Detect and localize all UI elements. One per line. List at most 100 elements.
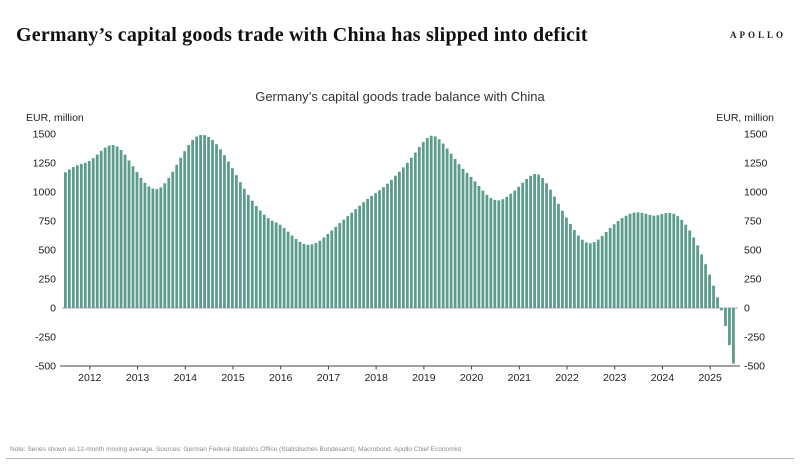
y-tick-label: 1000: [744, 187, 768, 199]
bar: [394, 175, 397, 308]
bar: [151, 188, 155, 308]
bar: [477, 185, 481, 308]
bar: [374, 193, 377, 308]
bar: [696, 245, 700, 308]
bar: [632, 212, 636, 308]
x-tick-label: 2016: [269, 372, 293, 384]
bar: [298, 241, 302, 308]
bar: [111, 145, 115, 308]
bar: [672, 213, 676, 308]
bar: [127, 160, 131, 308]
bar: [326, 233, 330, 308]
bar: [135, 172, 139, 308]
bar: [417, 146, 421, 308]
y-tick-label: -500: [744, 361, 765, 373]
x-tick-label: 2023: [603, 372, 627, 384]
bar: [732, 308, 735, 364]
bar: [580, 239, 584, 308]
x-tick-label: 2018: [364, 372, 388, 384]
bar: [231, 168, 234, 308]
bar: [159, 187, 163, 308]
bar: [441, 143, 445, 308]
bar: [334, 226, 338, 308]
bar: [103, 147, 107, 308]
bar: [616, 221, 620, 308]
bar: [529, 175, 533, 308]
bar: [413, 152, 417, 308]
bar: [346, 216, 350, 308]
x-tick-label: 2017: [317, 372, 341, 384]
bar: [561, 210, 564, 308]
bar: [290, 235, 294, 308]
x-tick-label: 2019: [412, 372, 436, 384]
bar: [493, 199, 497, 308]
bar: [592, 242, 596, 308]
bar: [676, 216, 680, 308]
bar: [147, 186, 151, 308]
bar: [720, 308, 723, 311]
bar: [652, 215, 656, 308]
bar: [433, 136, 437, 308]
y-tick-label: -500: [35, 361, 56, 373]
y-tick-label: 500: [38, 245, 56, 257]
bar: [354, 209, 358, 308]
bar: [223, 155, 226, 308]
bar: [274, 222, 278, 308]
bar: [541, 178, 544, 308]
bar: [521, 182, 525, 308]
bar: [139, 177, 143, 308]
bar: [712, 285, 715, 308]
bar: [513, 190, 517, 308]
bar: [624, 215, 628, 308]
bar: [437, 139, 441, 308]
bar: [465, 172, 469, 308]
bar: [724, 308, 727, 326]
trade-balance-bar-chart: 2012 2013 2014 2015 2016 2017 2018 2019 2020 2021…: [33, 129, 768, 385]
bar: [246, 194, 250, 308]
bar: [509, 193, 513, 308]
bar: [155, 189, 159, 308]
bar: [64, 172, 67, 308]
bar: [175, 164, 179, 308]
chart-title: Germany’s capital goods trade balance wi…: [255, 89, 545, 104]
bar: [71, 167, 75, 308]
y-tick-label: 1500: [744, 129, 768, 141]
bar: [398, 171, 401, 308]
bar: [604, 232, 608, 308]
x-tick-label: 2014: [174, 372, 198, 384]
bar: [628, 213, 632, 308]
bar: [517, 186, 521, 308]
bar: [171, 171, 175, 308]
bar: [318, 240, 322, 308]
bar: [401, 167, 405, 308]
bar: [525, 179, 529, 308]
y-tick-label: 0: [744, 303, 750, 315]
bar: [545, 183, 548, 308]
bar: [612, 224, 616, 308]
bar: [207, 136, 210, 308]
bar: [330, 230, 334, 308]
bar: [485, 194, 489, 308]
bar: [99, 150, 103, 308]
x-tick-label: 2021: [508, 372, 532, 384]
bar: [640, 212, 644, 308]
bar: [636, 212, 640, 308]
bar: [366, 198, 369, 308]
bar: [572, 230, 576, 308]
bar: [449, 153, 453, 308]
bar: [568, 223, 572, 308]
bar: [342, 219, 346, 308]
bar: [195, 136, 199, 308]
y-tick-label: -250: [35, 332, 56, 344]
bar: [461, 168, 465, 308]
bar: [370, 195, 373, 308]
bar: [199, 134, 202, 308]
bar: [692, 237, 696, 308]
y-tick-label: 1250: [744, 158, 768, 170]
bar: [716, 297, 719, 308]
bar: [242, 188, 246, 308]
bar: [704, 264, 707, 308]
bar: [660, 214, 664, 308]
bar: [700, 254, 704, 308]
bar: [537, 174, 540, 308]
